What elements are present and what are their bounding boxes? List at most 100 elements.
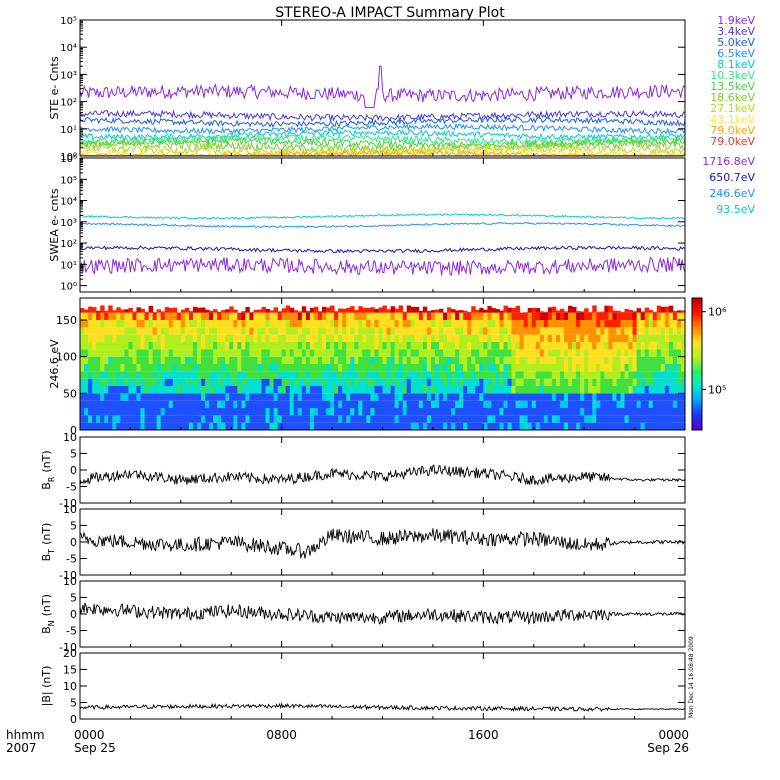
spectrogram-cell [172, 408, 178, 416]
spectrogram-cell [326, 415, 331, 423]
spectrogram-cell [257, 371, 262, 379]
spectrogram-cell [209, 356, 214, 364]
series-line-650.7eV [79, 245, 686, 254]
spectrogram-cell [144, 386, 149, 394]
spectrogram-cell [326, 422, 331, 430]
spectrogram-cell [680, 393, 686, 401]
spectrogram-cell [237, 386, 242, 394]
spectrogram-cell [148, 320, 153, 328]
spectrogram-cell [600, 422, 605, 430]
spectrogram-cell [273, 320, 279, 328]
spectrogram-cell [285, 415, 291, 423]
spectrogram-cell [96, 320, 101, 328]
spectrogram-cell [394, 320, 400, 328]
spectrogram-cell [592, 342, 597, 350]
spectrogram-cell [233, 408, 238, 416]
spectrogram-cell [281, 308, 287, 313]
spectrogram-cell [112, 312, 117, 320]
spectrogram-cell [402, 386, 408, 394]
spectrogram-cell [92, 312, 97, 320]
spectrogram-cell [346, 342, 351, 350]
spectrogram-cell [253, 342, 258, 350]
spectrogram-cell [346, 312, 351, 320]
spectrogram-cell [551, 349, 557, 357]
spectrogram-cell [362, 408, 367, 416]
spectrogram-cell [156, 378, 162, 386]
spectrogram-cell [330, 334, 335, 342]
spectrogram-cell [188, 371, 194, 379]
spectrogram-cell [164, 386, 170, 394]
spectrogram-cell [144, 422, 149, 430]
spectrogram-cell [672, 342, 678, 350]
spectrogram-cell [180, 327, 186, 335]
spectrogram-cell [273, 342, 279, 350]
legend-entry: 246.6eV [709, 187, 755, 200]
spectrogram-cell [616, 356, 621, 364]
spectrogram-cell [406, 342, 412, 350]
spectrogram-cell [160, 386, 166, 394]
spectrogram-cell [459, 415, 464, 423]
spectrogram-cell [205, 356, 210, 364]
spectrogram-cell [160, 400, 166, 408]
spectrogram-cell [459, 408, 464, 416]
spectrogram-cell [245, 334, 250, 342]
spectrogram-cell [104, 386, 109, 394]
spectrogram-cell [608, 415, 613, 423]
spectrogram-cell [455, 320, 460, 328]
spectrogram-cell [128, 342, 133, 350]
y-tick-label: 0 [70, 464, 77, 477]
spectrogram-cell [249, 312, 254, 320]
spectrogram-cell [160, 334, 166, 342]
spectrogram-cell [410, 400, 416, 408]
spectrogram-cell [434, 371, 440, 379]
spectrogram-cell [192, 349, 198, 357]
spectrogram-cell [511, 371, 516, 379]
spectrogram-cell [511, 320, 516, 328]
spectrogram-cell [374, 415, 379, 423]
spectrogram-cell [668, 408, 674, 416]
spectrogram-cell [455, 422, 460, 430]
spectrogram-cell [455, 371, 460, 379]
spectrogram-cell [648, 415, 654, 423]
spectrogram-cell [136, 371, 141, 379]
spectrogram-cell [205, 393, 210, 401]
spectrogram-cell [418, 310, 424, 313]
spectrogram-cell [438, 408, 444, 416]
spectrogram-cell [636, 400, 642, 408]
spectrogram-cell [269, 312, 274, 320]
spectrogram-cell [213, 408, 218, 416]
spectrogram-cell [475, 349, 480, 357]
spectrogram-cell [205, 349, 210, 357]
spectrogram-cell [547, 327, 553, 335]
spectrogram-cell [346, 334, 351, 342]
spectrogram-cell [402, 312, 408, 320]
spectrogram-cell [217, 327, 222, 335]
spectrogram-cell [580, 312, 585, 320]
spectrogram-cell [459, 356, 464, 364]
spectrogram-cell [80, 320, 85, 328]
spectrogram-cell [273, 415, 279, 423]
spectrogram-cell [608, 422, 613, 430]
spectrogram-cell [305, 364, 311, 372]
spectrogram-cell [342, 356, 347, 364]
legend-entry: 10.3keV [710, 69, 755, 82]
spectrogram-cell [313, 400, 319, 408]
spectrogram-cell [418, 320, 424, 328]
spectrogram-cell [451, 349, 456, 357]
spectrogram-cell [620, 312, 625, 320]
spectrogram-cell [443, 415, 448, 423]
spectrogram-cell [495, 327, 500, 335]
spectrogram-cell [479, 307, 484, 313]
spectrogram-cell [176, 371, 182, 379]
spectrogram-cell [370, 415, 375, 423]
spectrogram-cell [156, 371, 162, 379]
spectrogram-cell [410, 371, 416, 379]
spectrogram-cell [241, 408, 246, 416]
spectrogram-cell [390, 393, 395, 401]
spectrogram-cell [463, 400, 468, 408]
spectrogram-cell [305, 327, 311, 335]
spectrogram-cell [414, 371, 420, 379]
spectrogram-cell [289, 415, 295, 423]
spectrogram-cell [564, 408, 569, 416]
spectrogram-cell [523, 364, 529, 372]
